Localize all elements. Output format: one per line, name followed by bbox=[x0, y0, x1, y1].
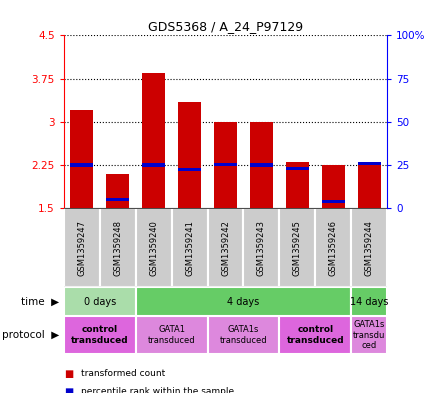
Bar bbox=[70, 110, 93, 208]
Bar bbox=[243, 208, 279, 287]
Bar bbox=[136, 316, 208, 354]
Text: GSM1359244: GSM1359244 bbox=[365, 220, 374, 275]
Text: time  ▶: time ▶ bbox=[21, 297, 59, 307]
Bar bbox=[142, 73, 165, 208]
Text: GSM1359246: GSM1359246 bbox=[329, 220, 338, 275]
Text: GSM1359248: GSM1359248 bbox=[113, 220, 122, 275]
Bar bbox=[250, 163, 273, 167]
Text: 4 days: 4 days bbox=[227, 297, 260, 307]
Text: GSM1359241: GSM1359241 bbox=[185, 220, 194, 275]
Bar bbox=[64, 316, 136, 354]
Text: protocol  ▶: protocol ▶ bbox=[2, 330, 59, 340]
Bar bbox=[64, 287, 136, 316]
Text: GSM1359242: GSM1359242 bbox=[221, 220, 230, 275]
Bar bbox=[100, 208, 136, 287]
Bar bbox=[358, 162, 381, 208]
Bar bbox=[172, 208, 208, 287]
Bar bbox=[322, 200, 345, 203]
Text: percentile rank within the sample: percentile rank within the sample bbox=[81, 387, 235, 393]
Text: GSM1359243: GSM1359243 bbox=[257, 220, 266, 275]
Text: GATA1
transduced: GATA1 transduced bbox=[148, 325, 195, 345]
Bar bbox=[351, 208, 387, 287]
Text: GATA1s
transduced: GATA1s transduced bbox=[220, 325, 267, 345]
Bar bbox=[351, 316, 387, 354]
Bar bbox=[286, 162, 309, 208]
Text: GSM1359240: GSM1359240 bbox=[149, 220, 158, 275]
Bar bbox=[315, 208, 351, 287]
Text: 14 days: 14 days bbox=[350, 297, 389, 307]
Bar bbox=[142, 163, 165, 167]
Bar bbox=[279, 208, 315, 287]
Text: GSM1359245: GSM1359245 bbox=[293, 220, 302, 275]
Text: control
transduced: control transduced bbox=[286, 325, 344, 345]
Bar bbox=[178, 102, 201, 208]
Text: GSM1359247: GSM1359247 bbox=[77, 220, 86, 275]
Bar bbox=[351, 287, 387, 316]
Text: GATA1s
transdu
ced: GATA1s transdu ced bbox=[353, 320, 385, 350]
Bar bbox=[106, 198, 129, 201]
Bar bbox=[70, 163, 93, 167]
Bar bbox=[136, 287, 351, 316]
Bar bbox=[286, 167, 309, 170]
Bar bbox=[214, 163, 237, 166]
Text: ■: ■ bbox=[64, 369, 73, 379]
Text: control
transduced: control transduced bbox=[71, 325, 128, 345]
Bar bbox=[208, 208, 243, 287]
Bar bbox=[250, 122, 273, 208]
Bar bbox=[208, 316, 279, 354]
Bar bbox=[178, 167, 201, 171]
Bar bbox=[136, 208, 172, 287]
Text: ■: ■ bbox=[64, 387, 73, 393]
Bar bbox=[106, 174, 129, 208]
Title: GDS5368 / A_24_P97129: GDS5368 / A_24_P97129 bbox=[148, 20, 303, 33]
Bar bbox=[279, 316, 351, 354]
Text: 0 days: 0 days bbox=[84, 297, 116, 307]
Bar bbox=[214, 122, 237, 208]
Text: transformed count: transformed count bbox=[81, 369, 165, 378]
Bar bbox=[322, 165, 345, 208]
Bar bbox=[358, 162, 381, 165]
Bar bbox=[64, 208, 100, 287]
